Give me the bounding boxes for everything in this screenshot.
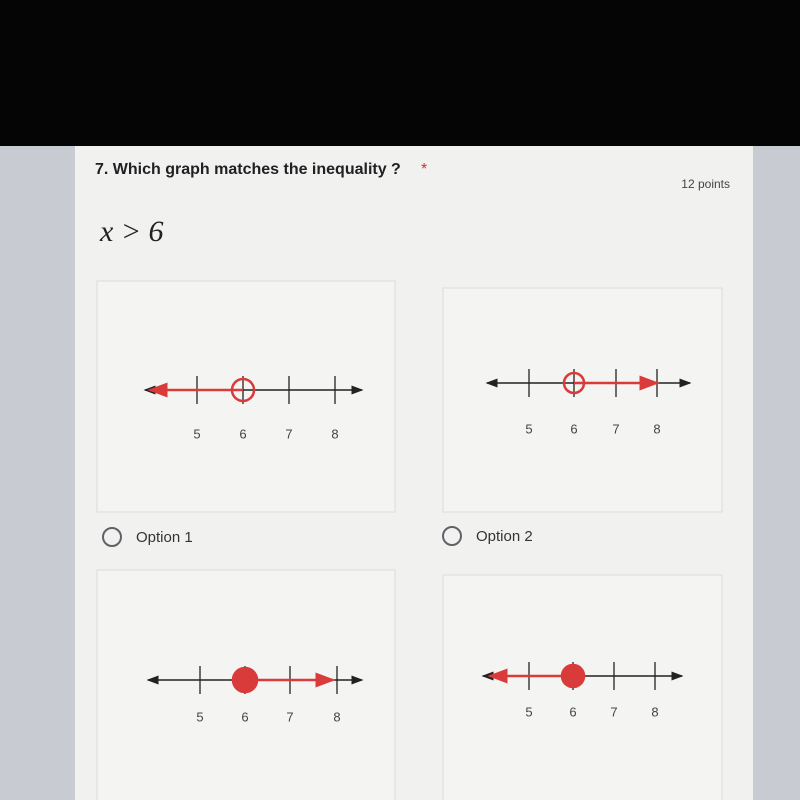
tick-label: 7: [612, 421, 619, 436]
option-label[interactable]: Option 2: [476, 528, 533, 545]
tick-label: 7: [286, 709, 293, 724]
tick-label: 8: [333, 709, 340, 724]
question-title: 7. Which graph matches the inequality ?: [95, 161, 401, 178]
tick-label: 6: [570, 421, 577, 436]
radio-button[interactable]: [442, 526, 462, 546]
open-point: [562, 371, 586, 395]
tick-label: 8: [653, 421, 660, 436]
tick-label: 8: [331, 426, 338, 441]
open-point: [230, 377, 256, 403]
radio-button[interactable]: [102, 527, 122, 547]
graph-box: [442, 574, 723, 800]
tick-label: 5: [196, 709, 203, 724]
points: 12 points: [681, 177, 730, 191]
graph-box: [442, 287, 723, 513]
inequality: x > 6: [99, 215, 164, 248]
graph-box: [96, 280, 396, 513]
tick-label: 7: [285, 426, 292, 441]
dark-bezel: [0, 0, 800, 146]
tick-label: 7: [610, 704, 617, 719]
required-mark: *: [421, 161, 427, 178]
tick-label: 8: [651, 704, 658, 719]
closed-point: [560, 663, 586, 689]
tick-label: 5: [193, 426, 200, 441]
tick-label: 6: [239, 426, 246, 441]
closed-point: [231, 666, 259, 694]
tick-label: 6: [569, 704, 576, 719]
tick-label: 6: [241, 709, 248, 724]
graph-options: 5 6 7 8 5 6 7 8 5 6 7 8 5 6 7 8: [96, 280, 723, 800]
tick-label: 5: [525, 704, 532, 719]
option-label[interactable]: Option 1: [136, 529, 193, 546]
tick-label: 5: [525, 421, 532, 436]
